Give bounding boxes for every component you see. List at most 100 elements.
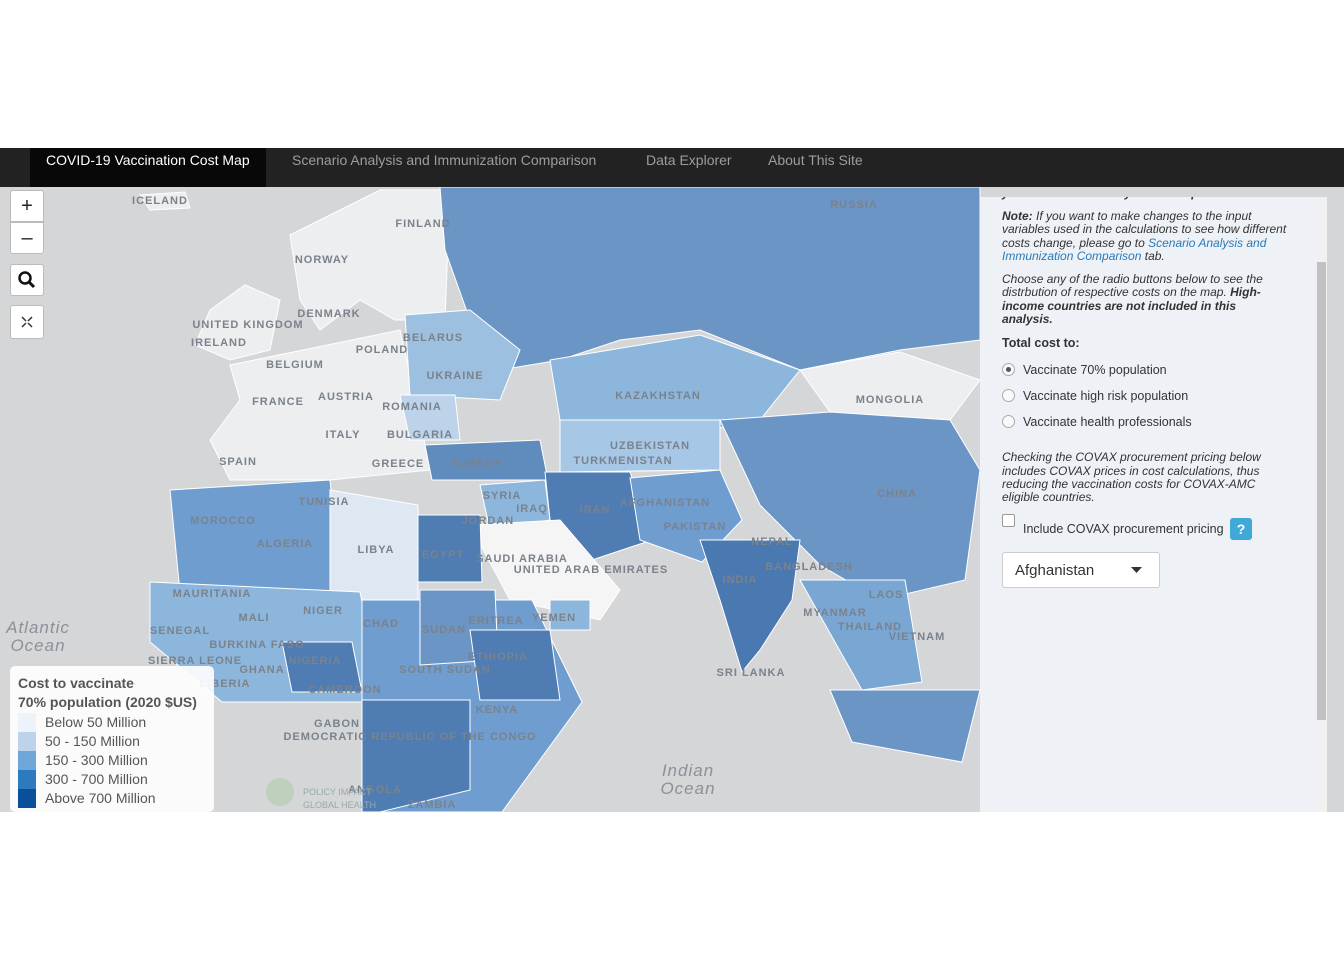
country-label: SPAIN [219, 456, 257, 468]
country-label: THAILAND [838, 621, 902, 633]
legend-swatch [18, 751, 36, 770]
country-label: ROMANIA [382, 401, 442, 413]
country-label: NEPAL [751, 536, 792, 548]
country-label: MOROCCO [190, 515, 256, 527]
radio-option[interactable]: Vaccinate high risk population [1002, 389, 1188, 403]
country-label: SUDAN [422, 624, 466, 636]
country-label: ALGERIA [257, 538, 314, 550]
country-select[interactable]: Afghanistan [1002, 551, 1160, 588]
country-label: EGYPT [422, 549, 464, 561]
country-label: YEMEN [532, 612, 576, 624]
country-label: GHANA [239, 664, 284, 676]
fullscreen-button[interactable] [10, 305, 44, 339]
ocean-label: Indian [662, 761, 714, 780]
dropdown-arrow [1131, 566, 1142, 573]
country-label: FINLAND [395, 218, 450, 230]
note-text: tab. [1144, 248, 1165, 263]
country-label: LIBYA [358, 544, 395, 556]
country-label: SIERRA LEONE [148, 655, 242, 667]
country-label: IRAQ [516, 503, 548, 515]
radio-label: Vaccinate 70% population [1023, 363, 1167, 378]
covax-checkbox[interactable]: Include COVAX procurement pricing ? [1002, 513, 1287, 540]
legend-title: 70% population (2020 $US) [18, 694, 197, 710]
ocean-label: Atlantic [5, 618, 70, 637]
ocean-label: Ocean [10, 636, 65, 655]
country-label: TUNISIA [299, 496, 350, 508]
country-label: KAZAKHSTAN [615, 390, 701, 402]
country-label: GREECE [372, 458, 424, 470]
search-button[interactable] [10, 264, 44, 296]
country-label: ETHIOPIA [468, 651, 528, 663]
country-label: SOUTH SUDAN [399, 664, 491, 676]
nav-tab[interactable]: Scenario Analysis and Immunization Compa… [292, 152, 597, 168]
country-label: BELGIUM [266, 359, 324, 371]
scrollbar-thumb[interactable] [1317, 262, 1326, 720]
nav-tab[interactable]: COVID-19 Vaccination Cost Map [30, 148, 266, 187]
country-label: MALI [239, 612, 270, 624]
legend-label: 150 - 300 Million [45, 752, 148, 768]
country-label: UNITED ARAB EMIRATES [514, 564, 668, 576]
radio-label: Vaccinate high risk population [1023, 389, 1189, 404]
panel-text: your choice of country on the map. [1002, 197, 1287, 200]
nav-tab[interactable]: About This Site [768, 152, 863, 168]
country-label: NIGERIA [289, 655, 342, 667]
legend-swatch [18, 770, 36, 789]
note-link[interactable]: Scenario Analysis and Immunization Compa… [1002, 235, 1267, 263]
radio-option[interactable]: Vaccinate 70% population [1002, 363, 1167, 377]
legend-label: Below 50 Million [45, 714, 147, 730]
country-label: ZAMBIA [408, 799, 457, 811]
country-label: ANGOLA [348, 784, 402, 796]
country-label: CHINA [877, 488, 917, 500]
country-label: GABON [314, 718, 360, 730]
country-label: POLAND [356, 344, 408, 356]
watermark-logo [266, 778, 294, 806]
panel-text: High-income countries are not included i… [1002, 285, 1261, 327]
country-label: TURKMENISTAN [573, 455, 672, 467]
zoom-out[interactable]: – [10, 222, 44, 254]
country-label: RUSSIA [830, 199, 878, 211]
legend-item: 300 - 700 Million [18, 770, 148, 789]
note-text: If you want to make changes to the input… [1002, 209, 1287, 250]
country-label: SENEGAL [150, 625, 210, 637]
nav-tab[interactable]: Data Explorer [646, 152, 732, 168]
country-label: UKRAINE [426, 370, 483, 382]
country-label: CAMEROON [308, 684, 381, 696]
select-value: Afghanistan [1015, 561, 1095, 579]
help-button[interactable]: ? [1230, 517, 1252, 540]
legend-title: Cost to vaccinate [18, 675, 134, 691]
navbar: COVID-19 Vaccination Cost Map Scenario A… [0, 148, 1344, 187]
country-label: BULGARIA [387, 429, 453, 441]
countries [139, 186, 981, 813]
country-label: UNITED KINGDOM [192, 319, 303, 331]
zoom-in[interactable]: + [10, 190, 44, 222]
legend-item: 150 - 300 Million [18, 751, 148, 770]
country-label: BANGLADESH [765, 561, 853, 573]
note-label: Note: [1002, 209, 1033, 223]
country-label: VIETNAM [889, 631, 946, 643]
country-label: NORWAY [295, 254, 349, 266]
country-label: UZBEKISTAN [610, 440, 690, 452]
country-label: INDIA [723, 574, 758, 586]
legend-item: Below 50 Million [18, 713, 146, 732]
covax-text: Checking the COVAX procurement pricing b… [1002, 450, 1261, 505]
country-label: ERITREA [468, 615, 523, 627]
legend-swatch [18, 789, 36, 808]
checkbox-label: Include COVAX procurement pricing [1023, 521, 1224, 536]
country-label: CHAD [363, 618, 399, 630]
country-label: ICELAND [132, 195, 188, 207]
country-label: MAURITANIA [173, 588, 252, 600]
country-label: NIGER [303, 605, 343, 617]
country-label: MYANMAR [803, 607, 866, 619]
country-label: JORDAN [462, 515, 514, 527]
country-label: DEMOCRATIC REPUBLIC OF THE CONGO [283, 731, 536, 743]
search-icon [18, 271, 36, 289]
panel-text: Choose any of the radio buttons below to… [1002, 272, 1263, 300]
country-label: IRAN [580, 504, 611, 516]
radio-option[interactable]: Vaccinate health professionals [1002, 415, 1192, 429]
total-cost-label: Total cost to: [1002, 336, 1080, 351]
ocean-label: Ocean [660, 779, 715, 798]
country-label: BURKINA FASO [209, 639, 304, 651]
map-legend: Cost to vaccinate 70% population (2020 $U… [10, 666, 214, 812]
watermark: GLOBAL HEALTH [303, 800, 376, 810]
